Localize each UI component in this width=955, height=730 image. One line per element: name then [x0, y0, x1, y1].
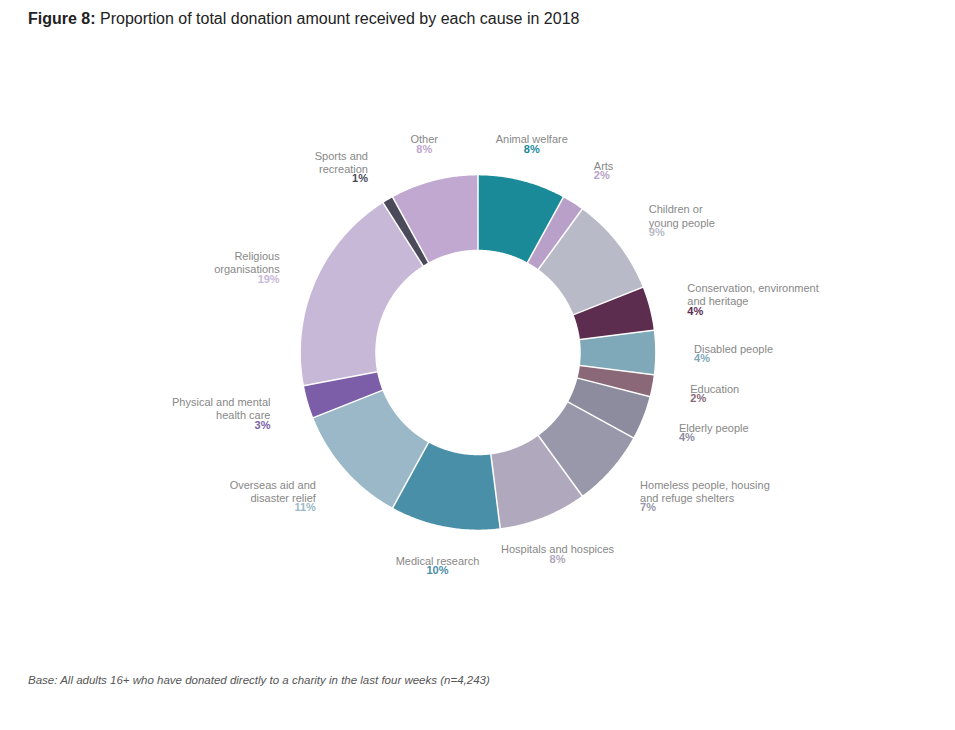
svg-text:11%: 11% [294, 501, 316, 513]
svg-text:4%: 4% [679, 431, 695, 443]
svg-text:Animal welfare: Animal welfare [495, 133, 568, 146]
svg-text:8%: 8% [524, 143, 540, 155]
svg-text:4%: 4% [694, 352, 710, 364]
html-text:Base: All adults 16+ who have: Base: All adults 16+ who have donated di… [28, 674, 490, 686]
svg-text:Elderly people: Elderly people [678, 422, 749, 435]
svg-text:10%: 10% [426, 564, 448, 576]
svg-text:Children oryoung people: Children oryoung people [649, 203, 715, 228]
svg-text:8%: 8% [550, 553, 566, 565]
svg-text:Sports andrecreation: Sports andrecreation [315, 150, 368, 175]
svg-text:Physical and mentalhealth care: Physical and mentalhealth care [172, 396, 270, 421]
svg-text:9%: 9% [649, 226, 665, 238]
svg-text:Medical research: Medical research [395, 554, 480, 567]
svg-text:Other: Other [410, 133, 438, 146]
html-text:Figure 8: Proportion of total: Figure 8: Proportion of total donation a… [28, 10, 580, 27]
svg-text:Arts: Arts [593, 160, 614, 172]
svg-text:2%: 2% [594, 169, 610, 181]
svg-text:Education: Education [690, 383, 740, 395]
svg-text:Overseas aid anddisaster relie: Overseas aid anddisaster relief [230, 479, 317, 504]
svg-text:4%: 4% [687, 305, 703, 317]
svg-text:Religiousorganisations: Religiousorganisations [214, 250, 280, 275]
svg-text:Disabled people: Disabled people [694, 342, 773, 355]
svg-text:8%: 8% [416, 143, 432, 155]
svg-text:Hospitals and hospices: Hospitals and hospices [501, 543, 615, 556]
svg-text:2%: 2% [690, 392, 706, 404]
svg-text:3%: 3% [255, 419, 271, 431]
svg-text:Conservation, environmentand h: Conservation, environmentand heritage [687, 282, 818, 307]
svg-text:7%: 7% [640, 501, 656, 513]
svg-text:1%: 1% [352, 172, 368, 184]
svg-text:19%: 19% [258, 273, 280, 285]
svg-text:Homeless people, housingand re: Homeless people, housingand refuge shelt… [640, 479, 770, 504]
